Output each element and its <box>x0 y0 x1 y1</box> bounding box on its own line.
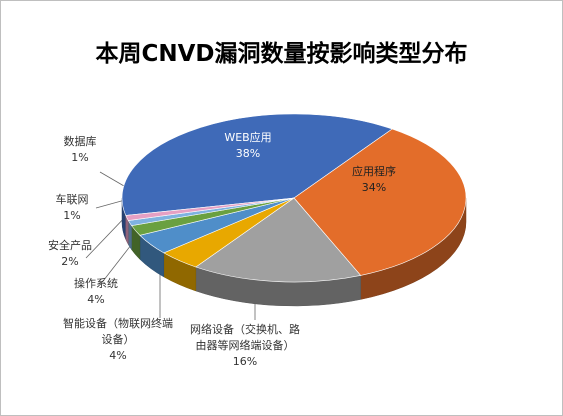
value-label: 4% <box>109 349 127 362</box>
data-label: 数据库 1% <box>55 134 105 166</box>
value-label: 16% <box>232 355 258 368</box>
data-label: 应用程序 34% <box>334 164 414 196</box>
leader-line <box>95 199 126 209</box>
value-label: 2% <box>61 255 79 268</box>
data-label: 车联网 1% <box>47 192 97 224</box>
value-label: 34% <box>361 181 387 194</box>
slice <box>121 113 393 216</box>
category-label: 数据库 <box>63 135 97 148</box>
category-label: 网络设备（交换机、路由器等网络端设备） <box>190 323 300 352</box>
leader-line <box>85 213 129 259</box>
leader-line <box>99 239 136 286</box>
data-label: 安全产品 2% <box>40 238 100 270</box>
data-label: WEB应用 38% <box>203 130 293 162</box>
data-label: 网络设备（交换机、路由器等网络端设备） 16% <box>190 322 300 370</box>
category-label: 车联网 <box>55 193 89 206</box>
value-label: 1% <box>71 151 89 164</box>
category-label: 操作系统 <box>74 277 118 290</box>
value-label: 4% <box>87 293 105 306</box>
data-label: 智能设备（物联网终端设备） 4% <box>63 316 173 364</box>
value-label: 1% <box>63 209 81 222</box>
category-label: 智能设备（物联网终端设备） <box>63 317 173 346</box>
chart-title: 本周CNVD漏洞数量按影响类型分布 <box>95 41 468 67</box>
category-label: WEB应用 <box>224 131 272 144</box>
category-label: 安全产品 <box>48 239 92 252</box>
slice <box>125 197 295 221</box>
sides <box>121 197 467 307</box>
slice <box>195 197 362 283</box>
data-label: 操作系统 4% <box>61 276 131 308</box>
tops <box>121 113 467 283</box>
slice <box>293 128 467 276</box>
category-label: 应用程序 <box>352 165 396 178</box>
leader-line <box>99 171 125 187</box>
value-label: 38% <box>235 147 261 160</box>
